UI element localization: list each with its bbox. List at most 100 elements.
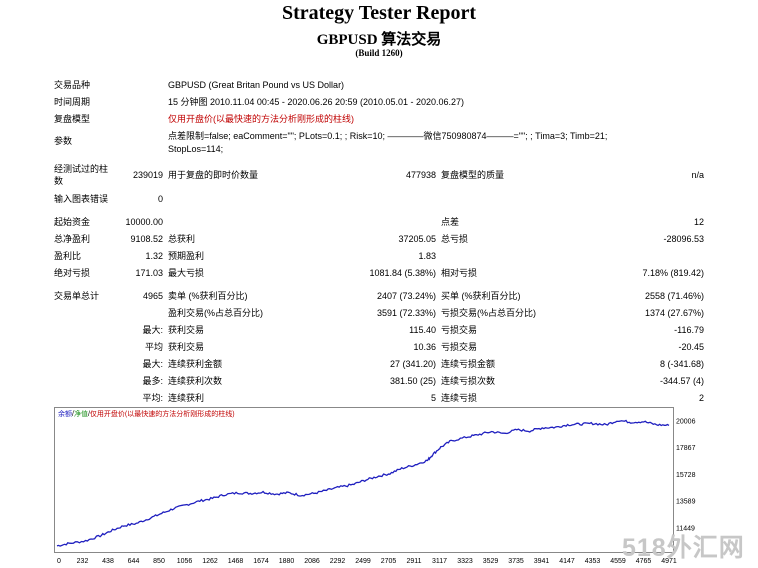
symbol-value: GBPUSD (Great Britan Pound vs US Dollar) (168, 80, 345, 90)
ticks-value: 477938 (405, 170, 436, 180)
largest-loss-value: -116.79 (674, 325, 704, 335)
largest-profit-label: 获利交易 (168, 325, 205, 335)
average-consecutive-prefix: 平均: (142, 393, 163, 403)
largest-prefix: 最大: (142, 325, 163, 335)
params-line-2: StopLos=114; (168, 144, 224, 154)
balance-chart-svg (56, 419, 670, 547)
y-tick-label: 17867 (676, 445, 696, 452)
legend-model: 仅用开盘价(以最快速的方法分析刚形成的柱线) (89, 411, 235, 418)
model-value: 仅用开盘价(以最快速的方法分析刚形成的柱线) (168, 114, 354, 124)
model-label: 复盘模型 (54, 114, 91, 124)
x-tick-label: 2292 (330, 558, 346, 565)
average-consecutive-wins-value: 5 (430, 393, 436, 403)
gross-loss-label: 总亏损 (441, 234, 469, 244)
total-trades-label: 交易单总计 (54, 291, 100, 301)
x-tick-label: 232 (77, 558, 89, 565)
bars-value: 239019 (132, 170, 163, 180)
x-tick-label: 3323 (457, 558, 473, 565)
params-line-1: 点差限制=false; eaComment=""; PLots=0.1; ; R… (168, 131, 608, 141)
errors-value: 0 (157, 194, 163, 204)
x-tick-label: 2911 (406, 558, 421, 565)
params-label: 参数 (54, 136, 73, 146)
average-loss-label: 亏损交易 (441, 342, 478, 352)
loss-trades-label: 亏损交易(%占总百分比) (441, 308, 536, 318)
x-tick-label: 3941 (534, 558, 550, 565)
absolute-drawdown-value: 171.03 (135, 268, 163, 278)
profit-factor-value: 1.32 (145, 251, 163, 261)
gross-profit-value: 37205.05 (398, 234, 436, 244)
gross-profit-label: 总获利 (168, 234, 196, 244)
x-tick-label: 2086 (304, 558, 320, 565)
legend-separator-2: / (87, 411, 90, 418)
net-profit-value: 9108.52 (130, 234, 163, 244)
spread-value: 12 (693, 217, 704, 227)
watermark: 518外汇网 (622, 534, 745, 562)
x-tick-label: 1880 (279, 558, 295, 565)
short-positions-value: 2407 (73.24%) (376, 291, 436, 301)
largest-loss-label: 亏损交易 (441, 325, 478, 335)
max-consecutive-prefix: 最大: (142, 359, 163, 369)
average-profit-value: 10.36 (413, 342, 436, 352)
short-positions-label: 卖单 (%获利百分比) (168, 291, 248, 301)
max-consecutive-losses-value: 8 (-341.68) (659, 359, 704, 369)
x-tick-label: 1056 (177, 558, 193, 565)
y-tick-label: 15728 (676, 472, 696, 479)
maximal-consecutive-loss-value: -344.57 (4) (659, 376, 704, 386)
relative-drawdown-label: 相对亏损 (441, 268, 478, 278)
legend-balance: 余额 (58, 411, 72, 418)
report-subtitle: GBPUSD 算法交易 (316, 32, 442, 48)
quality-value: n/a (691, 170, 704, 180)
spread-label: 点差 (441, 217, 460, 227)
average-loss-value: -20.45 (678, 342, 704, 352)
maximal-consecutive-prefix: 最多: (142, 376, 163, 386)
long-positions-value: 2558 (71.46%) (644, 291, 704, 301)
x-tick-label: 2499 (355, 558, 371, 565)
initial-deposit-value: 10000.00 (125, 217, 163, 227)
x-tick-label: 850 (153, 558, 165, 565)
long-positions-label: 买单 (%获利百分比) (441, 291, 521, 301)
expected-payoff-value: 1.83 (418, 251, 436, 261)
x-tick-label: 644 (128, 558, 140, 565)
x-tick-label: 4147 (559, 558, 575, 565)
profit-trades-value: 3591 (72.33%) (376, 308, 436, 318)
bars-label: 经测试过的柱 (54, 164, 109, 174)
max-consecutive-wins-value: 27 (341.20) (389, 359, 436, 369)
y-tick-label: 13589 (676, 499, 696, 506)
x-tick-label: 0 (57, 558, 61, 565)
x-tick-label: 3529 (483, 558, 499, 565)
legend-equity: 净值 (73, 411, 88, 418)
period-value: 15 分钟图 2010.11.04 00:45 - 2020.06.26 20:… (168, 97, 465, 107)
quality-label: 复盘模型的质量 (441, 170, 505, 180)
average-consecutive-wins-label: 连续获利 (168, 393, 205, 403)
profit-trades-label: 盈利交易(%占总百分比) (168, 308, 263, 318)
x-tick-label: 3735 (508, 558, 524, 565)
profit-factor-label: 盈利比 (54, 251, 82, 261)
average-prefix: 平均 (144, 342, 163, 352)
balance-chart (54, 407, 674, 553)
balance-series-line (56, 419, 670, 547)
max-drawdown-label: 最大亏损 (168, 268, 205, 278)
x-tick-label: 2705 (381, 558, 397, 565)
average-consecutive-losses-value: 2 (698, 393, 704, 403)
build-number: (Build 1260) (355, 48, 403, 58)
x-tick-label: 4353 (585, 558, 601, 565)
legend-separator-1: / (72, 411, 74, 418)
maximal-consecutive-profit-value: 381.50 (25) (389, 376, 436, 386)
net-profit-label: 总净盈利 (54, 234, 91, 244)
total-trades-value: 4965 (142, 291, 163, 301)
y-tick-label: 20006 (676, 418, 696, 425)
symbol-label: 交易品种 (54, 80, 91, 90)
max-drawdown-value: 1081.84 (5.38%) (369, 268, 436, 278)
x-tick-label: 1674 (253, 558, 269, 565)
max-consecutive-wins-label: 连续获利金额 (168, 359, 223, 369)
report-title: Strategy Tester Report (281, 2, 477, 24)
gross-loss-value: -28096.53 (663, 234, 704, 244)
x-tick-label: 1262 (202, 558, 218, 565)
initial-deposit-label: 起始资金 (54, 217, 91, 227)
expected-payoff-label: 预期盈利 (168, 251, 205, 261)
x-tick-label: 1468 (228, 558, 244, 565)
loss-trades-value: 1374 (27.67%) (644, 308, 704, 318)
average-profit-label: 获利交易 (168, 342, 205, 352)
max-consecutive-losses-label: 连续亏损金额 (441, 359, 496, 369)
maximal-consecutive-profit-label: 连续获利次数 (168, 376, 223, 386)
